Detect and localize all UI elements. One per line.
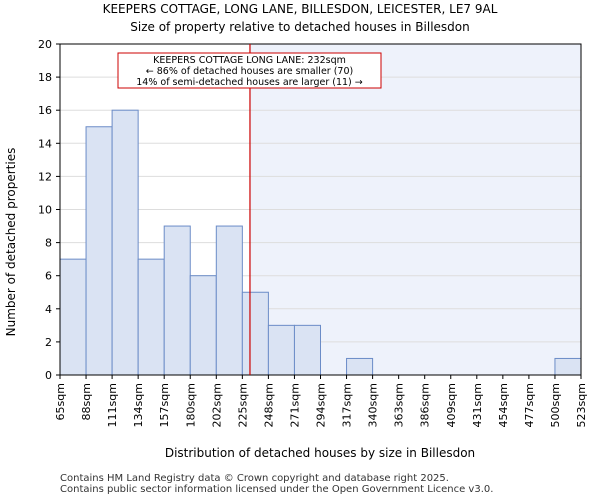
x-tick-label: 431sqm <box>471 383 484 427</box>
x-tick-label: 477sqm <box>523 383 536 427</box>
plot-area: 0 2 4 6 8 10 12 14 16 18 20 65sqm 88sqm 111sqm 134sqm 1… <box>38 38 588 427</box>
y-tick-label: 20 <box>38 38 52 51</box>
y-tick-label: 4 <box>45 303 52 316</box>
y-tick-label: 0 <box>45 369 52 382</box>
x-tick-label: 523sqm <box>575 383 588 427</box>
annotation-line-1: KEEPERS COTTAGE LONG LANE: 232sqm <box>153 55 346 66</box>
x-tick-label: 111sqm <box>106 383 119 427</box>
y-tick-label: 14 <box>38 137 52 150</box>
x-tick-label: 294sqm <box>315 383 328 427</box>
x-tick-label: 340sqm <box>367 383 380 427</box>
y-tick-label: 16 <box>38 104 52 117</box>
bar <box>189 275 217 376</box>
annotation-box <box>117 52 382 89</box>
x-tick-label: 88sqm <box>80 383 93 420</box>
x-tick-label: 409sqm <box>445 383 458 427</box>
y-axis-label: Number of detached properties <box>4 148 18 337</box>
y-tick-label: 12 <box>38 170 52 183</box>
bar <box>163 225 191 376</box>
bar <box>267 324 295 376</box>
bar <box>293 324 322 376</box>
footer-line-1: Contains HM Land Registry data © Crown c… <box>60 473 449 484</box>
y-tick-label: 6 <box>45 270 52 283</box>
footer-line-2: Contains public sector information licen… <box>60 484 494 495</box>
bar <box>137 258 165 376</box>
y-tick-label: 18 <box>38 71 52 84</box>
bar <box>241 291 269 376</box>
bar <box>346 357 374 376</box>
x-tick-label: 454sqm <box>497 383 510 427</box>
bar <box>85 126 113 376</box>
x-tick-label: 500sqm <box>549 383 562 427</box>
x-tick-label: 202sqm <box>210 383 223 427</box>
x-tick-label: 180sqm <box>184 383 197 427</box>
chart-title: KEEPERS COTTAGE, LONG LANE, BILLESDON, L… <box>103 2 498 16</box>
bar <box>59 258 87 376</box>
x-tick-label: 271sqm <box>288 383 301 427</box>
x-tick-label: 386sqm <box>419 383 432 427</box>
y-tick-label: 10 <box>38 204 52 217</box>
x-tick-label: 225sqm <box>236 383 249 427</box>
annotation-line-2: ← 86% of detached houses are smaller (70… <box>146 66 353 77</box>
x-axis-label: Distribution of detached houses by size … <box>165 446 475 460</box>
x-tick-label: 248sqm <box>262 383 275 427</box>
y-tick-label: 8 <box>45 237 52 250</box>
bar <box>111 109 139 376</box>
x-tick-label: 317sqm <box>341 383 354 427</box>
y-tick-label: 2 <box>45 336 52 349</box>
bar <box>215 225 243 376</box>
x-tick-label: 134sqm <box>132 383 145 427</box>
x-tick-label: 363sqm <box>393 383 406 427</box>
x-tick-label: 157sqm <box>158 383 171 427</box>
annotation-line-3: 14% of semi-detached houses are larger (… <box>136 77 363 88</box>
chart-subtitle: Size of property relative to detached ho… <box>130 20 469 34</box>
bar <box>554 357 582 376</box>
x-tick-label: 65sqm <box>54 383 67 420</box>
